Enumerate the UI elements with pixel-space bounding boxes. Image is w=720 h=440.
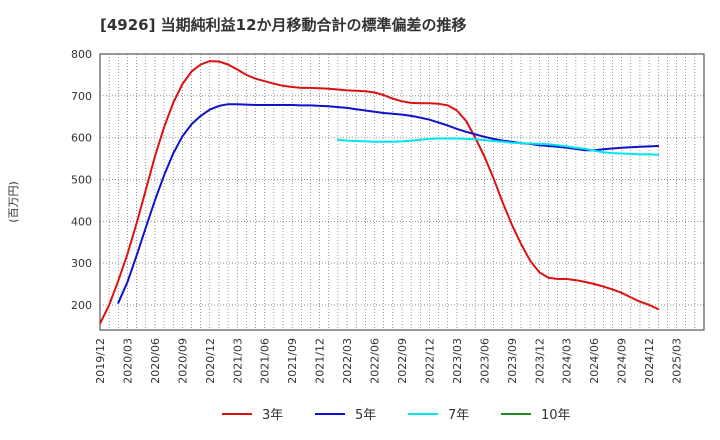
- y-tick-label: 700: [71, 90, 92, 103]
- x-tick-label: 2022/06: [369, 338, 382, 384]
- grid-layer: [100, 53, 704, 330]
- legend: 3年 5年 7年 10年: [222, 408, 571, 423]
- x-tick-label: 2024/09: [616, 338, 629, 384]
- series-layer: [100, 60, 660, 325]
- legend-label: 5年: [355, 408, 376, 423]
- plot-frame: [99, 53, 705, 331]
- axis-layer: 200 300 400 500 600 700 800 2019/12 2020/03 2020/…: [71, 48, 705, 384]
- legend-label: 10年: [541, 408, 571, 423]
- x-tick-label: 2023/12: [533, 338, 546, 384]
- x-tick-label: 2022/09: [396, 338, 409, 384]
- x-tick-label: 2020/12: [204, 338, 217, 384]
- x-tick-label: 2023/03: [451, 338, 464, 384]
- y-axis-label: (百万円): [7, 181, 20, 223]
- x-tick-label: 2025/03: [671, 338, 684, 384]
- x-tick-label: 2021/03: [231, 338, 244, 384]
- series-line-3年: [100, 60, 660, 325]
- x-tick-label: 2021/09: [286, 338, 299, 384]
- x-tick-label: 2023/09: [506, 338, 519, 384]
- y-tick-label: 600: [71, 132, 92, 145]
- x-tick-label: 2020/03: [121, 338, 134, 384]
- series-line-5年: [117, 103, 660, 304]
- x-tick-label: 2020/09: [176, 338, 189, 384]
- x-tick-label: 2024/06: [588, 338, 601, 384]
- x-tick-label: 2019/12: [94, 338, 107, 384]
- x-tick-label: 2022/12: [423, 338, 436, 384]
- y-tick-label: 400: [71, 215, 92, 228]
- x-tick-label: 2021/06: [259, 338, 272, 384]
- y-tick-label: 800: [71, 48, 92, 61]
- x-tick-label: 2024/12: [643, 338, 656, 384]
- x-tick-label: 2020/06: [149, 338, 162, 384]
- series-line-7年: [336, 137, 660, 156]
- x-tick-label: 2023/06: [478, 338, 491, 384]
- y-tick-label: 300: [71, 257, 92, 270]
- legend-label: 3年: [262, 408, 283, 423]
- legend-label: 7年: [448, 408, 469, 423]
- x-tick-label: 2022/03: [341, 338, 354, 384]
- x-tick-label: 2024/03: [561, 338, 574, 384]
- x-tick-label: 2021/12: [314, 338, 327, 384]
- y-tick-label: 200: [71, 299, 92, 312]
- chart-title: [4926] 当期純利益12か月移動合計の標準偏差の推移: [100, 16, 467, 34]
- y-tick-label: 500: [71, 173, 92, 186]
